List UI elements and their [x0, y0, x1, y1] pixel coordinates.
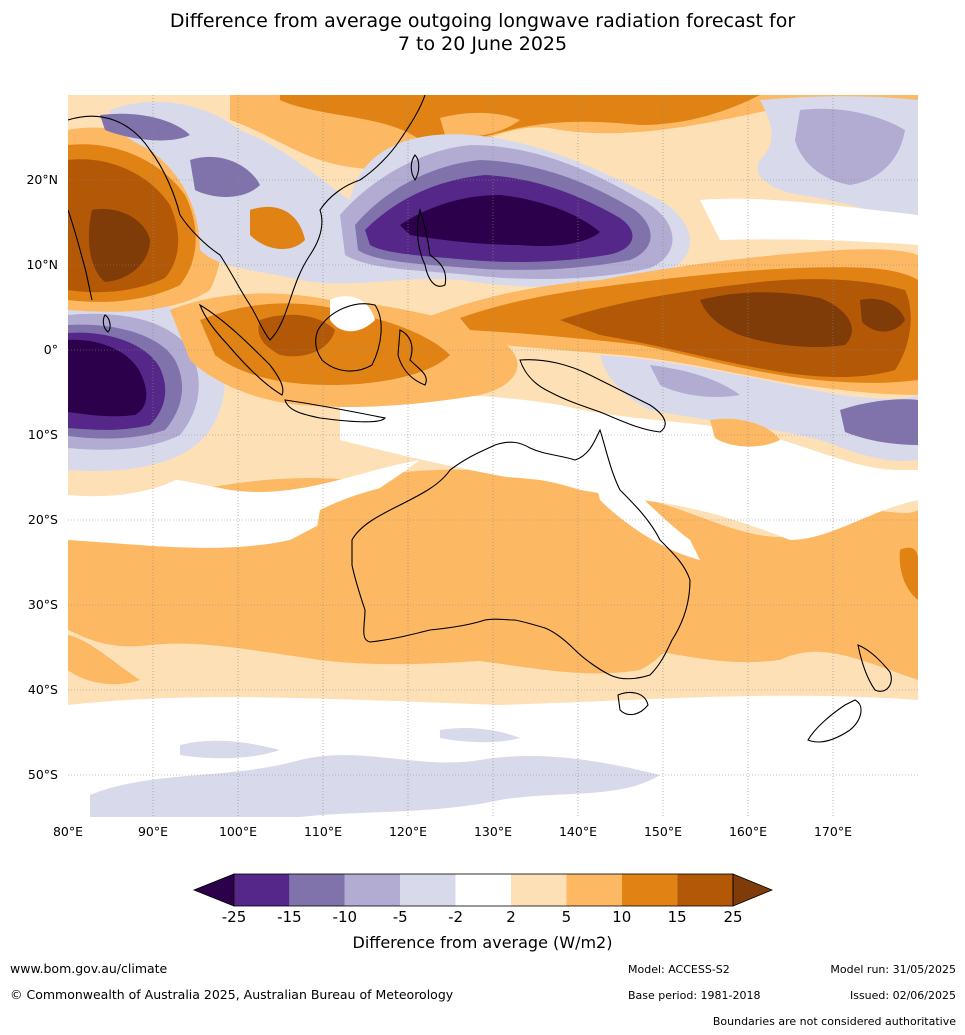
colorbar-tick-label: -5: [393, 908, 408, 926]
colorbar-swatch: [289, 874, 345, 906]
lat-label: 10°S: [28, 427, 58, 442]
colorbar-title: Difference from average (W/m2): [352, 933, 613, 952]
anomaly-region: [180, 740, 280, 759]
longitude-labels: 80°E 90°E 100°E 110°E 120°E 130°E 140°E …: [53, 824, 852, 839]
lon-label: 110°E: [304, 824, 342, 839]
java-coastline: [284, 399, 387, 423]
lon-label: 160°E: [729, 824, 767, 839]
colorbar-swatch: [344, 874, 401, 906]
colorbar-swatch: [234, 874, 290, 906]
lat-label: 20°N: [26, 172, 58, 187]
title-line-1: Difference from average outgoing longwav…: [169, 10, 796, 32]
colorbar-swatch: [677, 874, 733, 906]
lat-label: 10°N: [26, 257, 58, 272]
colorbar-tick-label: -15: [277, 908, 302, 926]
new-zealand-coastline: [807, 644, 892, 743]
colorbar-under-triangle: [192, 873, 235, 907]
anomaly-region: [340, 394, 918, 540]
model-name: Model: ACCESS-S2: [628, 963, 730, 976]
colorbar-swatch: [566, 874, 622, 906]
colorbar-frame: [233, 873, 734, 907]
borneo-coastline: [315, 303, 382, 372]
anomaly-region: [90, 755, 660, 817]
boundary-disclaimer: Boundaries are not considered authoritat…: [712, 1015, 956, 1028]
colorbar-swatch: [400, 874, 456, 906]
anomaly-region: [250, 206, 305, 250]
anomaly-region: [840, 399, 918, 445]
lat-label: 20°S: [28, 512, 58, 527]
lat-label: 50°S: [28, 767, 58, 782]
anomaly-region: [440, 112, 520, 137]
india-coastline: [68, 209, 93, 301]
lon-label: 130°E: [474, 824, 512, 839]
anomaly-region: [68, 339, 147, 417]
sumatra-coastline: [198, 303, 284, 396]
asia-mainland-coastline: [68, 95, 426, 341]
anomaly-region: [440, 727, 520, 743]
lon-label: 90°E: [138, 824, 168, 839]
colorbar: -25 -15 -10 -5 -2 2 5 10 15 25: [192, 873, 774, 926]
anomaly-region: [88, 209, 150, 282]
anomaly-region: [710, 418, 780, 447]
anomaly-region: [330, 296, 375, 332]
colorbar-tick-label: 25: [723, 908, 742, 926]
colorbar-swatch: [455, 874, 511, 906]
sri-lanka-coastline: [102, 314, 111, 333]
philippines-coastline: [416, 208, 447, 287]
colorbar-tick-label: 15: [668, 908, 687, 926]
anomaly-region: [700, 292, 852, 347]
colorbar-tick-label: -25: [222, 908, 247, 926]
colorbar-tick-label: 10: [612, 908, 631, 926]
title-line-2: 7 to 20 June 2025: [397, 33, 568, 55]
anomaly-region: [650, 365, 740, 397]
sulawesi-coastline: [397, 329, 427, 386]
colorbar-swatch: [511, 874, 567, 906]
lat-label: 0°: [44, 342, 58, 357]
lon-label: 100°E: [219, 824, 257, 839]
anomaly-region: [100, 113, 190, 141]
colorbar-tick-label: 5: [562, 908, 572, 926]
lon-label: 170°E: [814, 824, 852, 839]
anomaly-region: [899, 547, 918, 600]
graticule: [68, 95, 918, 817]
lon-label: 120°E: [389, 824, 427, 839]
lat-label: 40°S: [28, 682, 58, 697]
taiwan-coastline: [410, 154, 420, 182]
anomaly-region: [68, 635, 140, 685]
copyright-text: © Commonwealth of Australia 2025, Austra…: [10, 987, 454, 1002]
lon-label: 150°E: [644, 824, 682, 839]
anomaly-region: [190, 156, 260, 197]
lat-label: 30°S: [28, 597, 58, 612]
anomaly-region: [400, 195, 600, 247]
anomaly-region: [700, 198, 918, 245]
colorbar-swatch: [621, 874, 678, 906]
anomaly-region: [280, 95, 760, 145]
colorbar-tick-label: -10: [333, 908, 358, 926]
tasmania-coastline: [617, 691, 649, 716]
australia-coastline: [351, 428, 691, 680]
new-guinea-coastline: [519, 359, 666, 433]
base-period: Base period: 1981-2018: [628, 989, 761, 1002]
latitude-labels: 20°N 10°N 0° 10°S 20°S 30°S 40°S 50°S: [26, 172, 58, 782]
coastlines: [68, 95, 892, 743]
anomaly-region: [316, 476, 693, 674]
issued-date: Issued: 02/06/2025: [849, 989, 956, 1002]
colorbar-over-triangle: [732, 873, 774, 907]
model-run-date: Model run: 31/05/2025: [830, 963, 956, 976]
colorbar-tick-label: -2: [448, 908, 463, 926]
anomaly-region: [795, 108, 905, 185]
lon-label: 140°E: [559, 824, 597, 839]
anomaly-region: [860, 298, 905, 332]
map-title: Difference from average outgoing longwav…: [0, 10, 965, 56]
colorbar-tick-label: 2: [506, 908, 516, 926]
website-link[interactable]: www.bom.gov.au/climate: [10, 961, 168, 976]
lon-label: 80°E: [53, 824, 83, 839]
anomaly-region: [830, 532, 918, 620]
